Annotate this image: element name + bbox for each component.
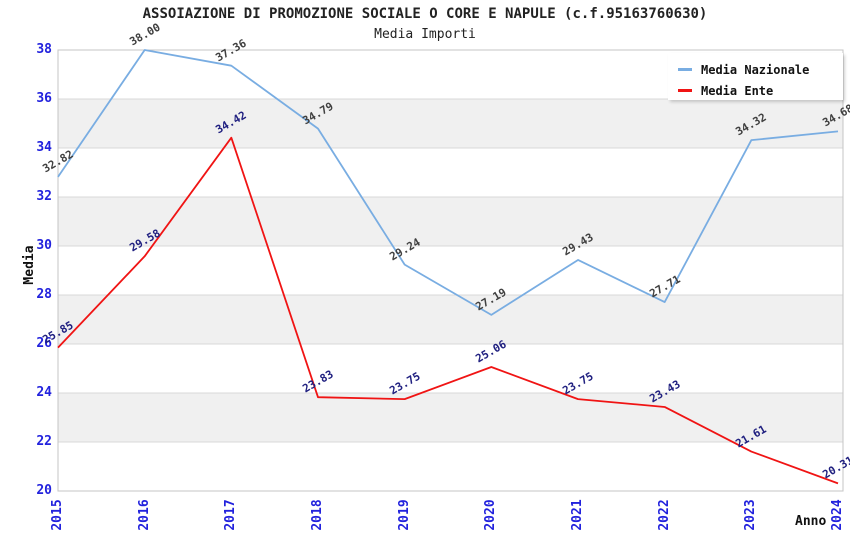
plot-band bbox=[58, 197, 843, 246]
y-tick-label: 22 bbox=[36, 434, 52, 449]
x-tick-label: 2016 bbox=[136, 499, 152, 531]
y-tick-label: 28 bbox=[36, 287, 52, 302]
x-axis-title: Anno bbox=[795, 514, 827, 529]
series-line-media-nazionale bbox=[57, 49, 839, 316]
y-tick-label: 32 bbox=[36, 189, 52, 204]
y-tick-label: 30 bbox=[36, 238, 52, 253]
x-tick-label: 2017 bbox=[223, 499, 239, 531]
legend-row-media-ente: Media Ente bbox=[678, 82, 843, 99]
legend-label: Media Ente bbox=[701, 83, 774, 98]
plot-border bbox=[57, 49, 844, 492]
plot-band bbox=[58, 246, 843, 295]
plot-band bbox=[58, 344, 843, 393]
legend-line-sample-red-icon bbox=[678, 89, 692, 92]
chart-subtitle: Media Importi bbox=[374, 27, 476, 42]
y-tick-label: 36 bbox=[36, 91, 52, 106]
y-tick-label: 20 bbox=[36, 483, 52, 498]
y-tick-label: 26 bbox=[36, 336, 52, 351]
x-tick-label: 2023 bbox=[743, 499, 759, 531]
legend: Media Nazionale Media Ente bbox=[668, 53, 843, 100]
plot-band bbox=[58, 148, 843, 197]
legend-row-media-nazionale: Media Nazionale bbox=[678, 61, 843, 78]
x-tick-label: 2022 bbox=[656, 499, 672, 531]
y-tick-label: 24 bbox=[36, 385, 52, 400]
x-tick-label: 2018 bbox=[310, 499, 325, 531]
y-axis-title: Media bbox=[22, 245, 37, 285]
x-tick-label: 2021 bbox=[570, 499, 585, 531]
legend-line-sample-blue-icon bbox=[678, 68, 692, 71]
legend-label: Media Nazionale bbox=[701, 62, 810, 77]
series-line-media-ente bbox=[57, 136, 839, 485]
plot-band bbox=[58, 442, 843, 491]
plot-band bbox=[58, 99, 843, 148]
plot-band bbox=[58, 393, 843, 442]
x-tick-label: 2020 bbox=[483, 499, 499, 531]
y-tick-label: 34 bbox=[36, 140, 52, 155]
chart-title: ASSOIAZIONE DI PROMOZIONE SOCIALE O CORE… bbox=[142, 6, 708, 22]
plot-band bbox=[58, 295, 843, 344]
x-tick-label: 2019 bbox=[396, 499, 412, 531]
y-tick-label: 38 bbox=[36, 42, 52, 57]
x-tick-label: 2015 bbox=[50, 499, 65, 531]
